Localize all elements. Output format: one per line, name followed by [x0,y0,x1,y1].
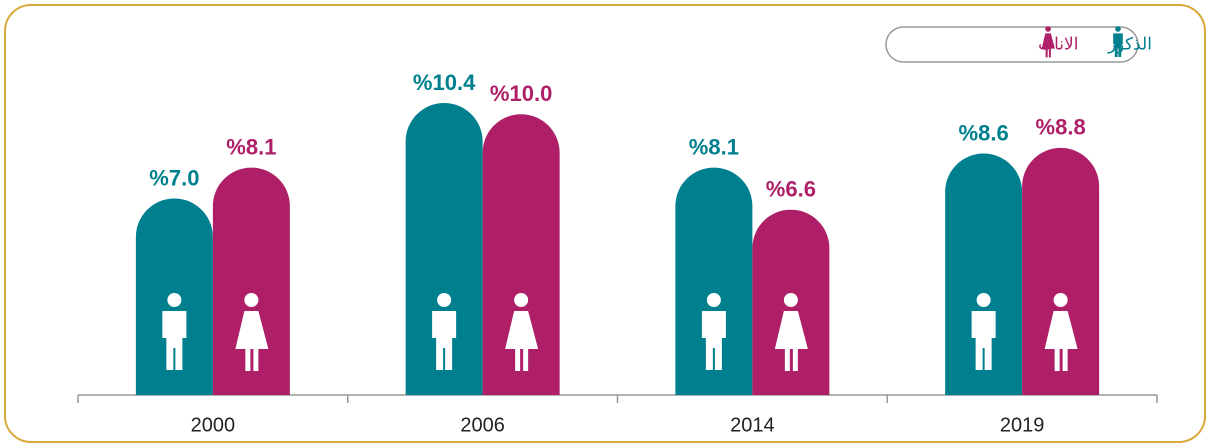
person-icon [701,293,726,370]
bar [405,103,483,395]
bar [482,114,560,395]
female-icon-body [1041,33,1055,58]
female-icon-body [774,311,808,371]
data-label: %8.6 [959,120,1009,145]
data-label: %10.0 [490,81,552,106]
male-icon-body [432,311,457,370]
male-icon-body [701,311,726,370]
person-icon [971,293,996,370]
female-icon-head [514,293,529,307]
person-icon [235,293,269,371]
frame [4,4,1206,443]
x-tick-label: 2014 [730,414,775,436]
data-label: %8.8 [1036,115,1086,140]
data-label: %8.1 [689,134,739,159]
legend-box [885,26,1139,63]
male-icon-body [971,311,996,370]
person-icon [432,293,457,370]
person-icon [162,293,187,370]
person-icon [774,293,808,371]
male-icon-head [976,293,991,307]
male-icon-head [706,293,721,307]
data-label: %6.6 [766,177,816,202]
x-tick-label: 2000 [191,414,236,436]
male-icon-head [437,293,452,307]
bar [1022,147,1100,395]
male-icon-head [1115,26,1121,32]
data-label: %7.0 [149,165,199,190]
legend-icon [1041,26,1055,58]
x-tick-label: 2006 [460,414,505,436]
male-icon-body [1113,33,1123,57]
data-label: %10.4 [413,70,476,95]
female-icon-body [1044,311,1078,371]
male-icon-head [167,293,182,307]
bar [212,167,290,395]
legend-label: الذكور [1107,34,1152,54]
person-icon [505,293,539,371]
data-label: %8.1 [226,134,276,159]
female-icon-head [1053,293,1068,307]
legend-label: الاناث [1038,34,1078,53]
female-icon-head [244,293,259,307]
bar [945,153,1023,395]
male-icon-body [162,311,187,370]
female-icon-head [783,293,798,307]
legend-icon [1113,26,1123,57]
female-icon-body [505,311,539,371]
female-icon-head [1045,26,1051,32]
bar [675,167,753,395]
female-icon-body [235,311,269,371]
person-icon [1044,293,1078,371]
x-tick-label: 2019 [1000,414,1045,436]
